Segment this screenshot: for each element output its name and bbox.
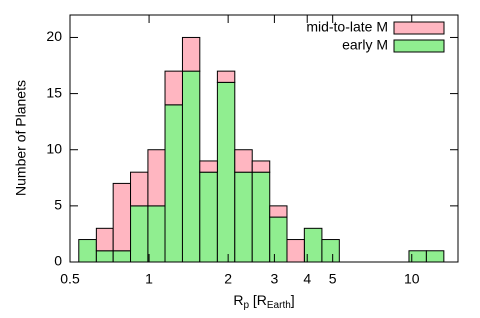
bar [269,216,288,263]
x-axis-label-part: [R [249,292,267,308]
x-tick-label: 4 [303,271,311,287]
bar [251,171,271,263]
bar [164,70,183,106]
x-axis-label-sub: Earth [267,300,291,311]
x-axis-label: Rp [REarth] [233,292,294,311]
x-axis-label-sub: p [243,300,249,311]
bar [425,250,445,263]
bar [112,182,132,252]
x-tick-label: 10 [404,271,420,287]
legend-swatch [393,39,445,53]
bar [321,239,340,263]
bar [112,250,132,263]
bar [147,205,166,263]
bar [164,104,183,263]
y-tick-label: 5 [54,197,62,213]
legend-swatch [393,21,445,35]
bar [269,205,288,218]
bar [216,70,236,83]
bar [251,160,271,173]
bar [130,171,149,207]
y-tick-label: 20 [46,28,62,44]
bar [95,227,114,252]
x-tick-label: 0.5 [60,271,80,287]
legend-label: mid-to-late M [306,19,388,35]
legend-label: early M [342,37,388,53]
bar [216,81,236,263]
y-tick-label: 15 [46,84,62,100]
x-axis-label-part: ] [291,292,295,308]
bar [130,205,149,263]
x-tick-label: 5 [329,271,337,287]
plot-frame [69,14,459,263]
bar [286,239,305,263]
x-tick-label: 1 [145,271,153,287]
bar [234,149,253,173]
bar [147,149,166,207]
bar [95,250,114,263]
bar [234,171,253,263]
y-axis-label: Number of Planets [13,80,29,196]
x-tick-label: 3 [271,271,279,287]
x-tick-label: 2 [224,271,232,287]
bar [78,239,97,263]
bar [181,70,201,263]
bar [199,171,218,263]
x-axis-label-part: R [233,292,243,308]
bar [199,160,218,173]
y-tick-label: 10 [46,140,62,156]
y-tick-label: 0 [54,253,62,269]
bar [181,36,201,72]
